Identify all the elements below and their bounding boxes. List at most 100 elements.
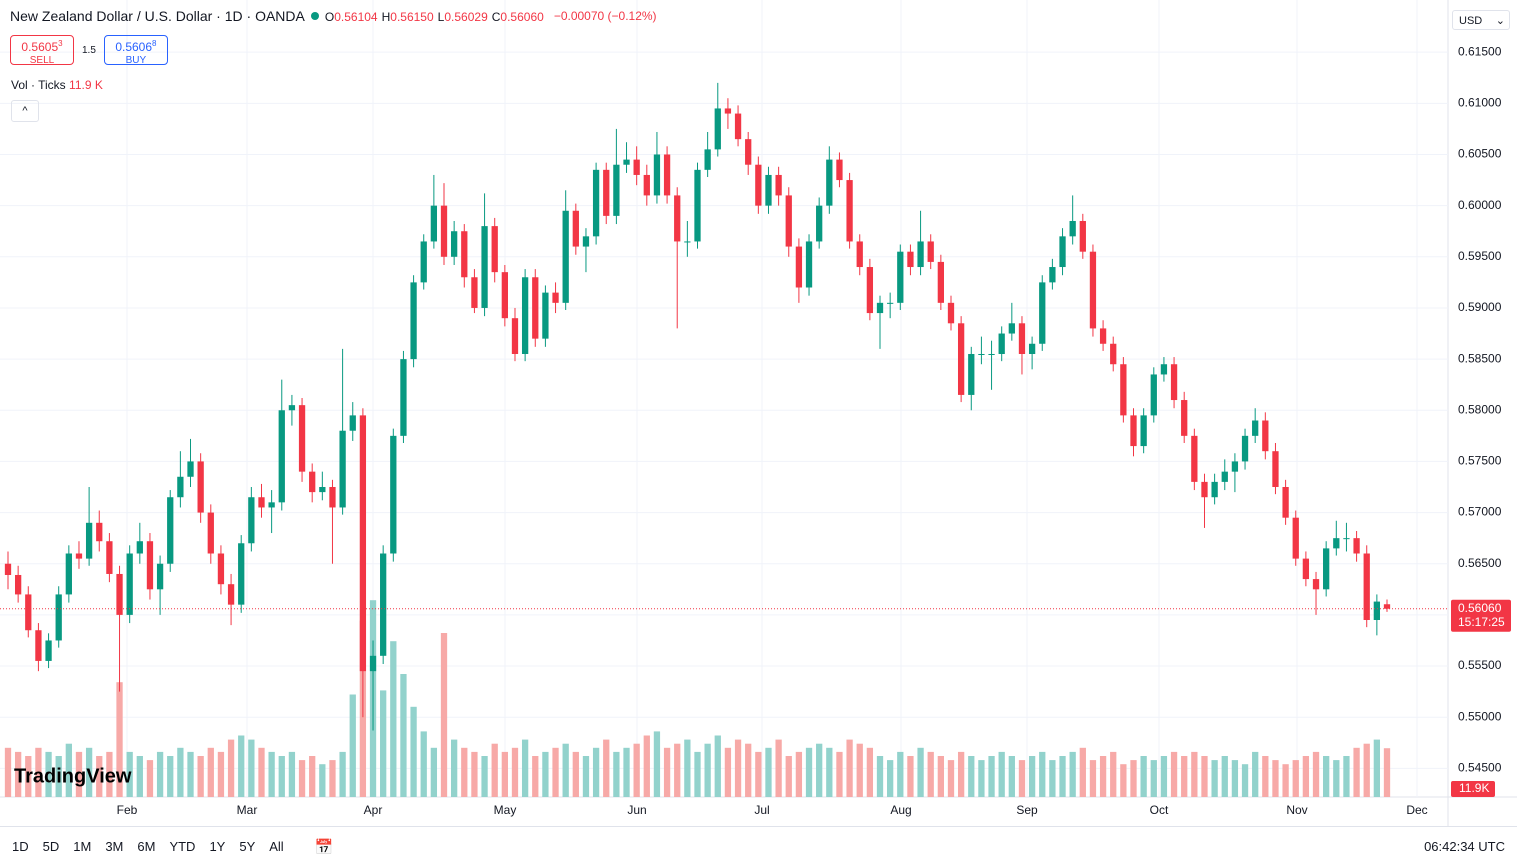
range-button[interactable]: 3M [105,839,124,854]
volume-bar [1282,764,1289,797]
volume-bar [684,739,691,797]
candle-body [349,415,356,431]
candle-body [329,486,336,508]
volume-bar [1333,760,1340,797]
range-button[interactable]: YTD [169,839,196,854]
x-tick-label: Nov [1286,803,1307,817]
volume-bar [390,641,397,797]
ohlc-key: L [437,10,445,24]
x-tick-label: Jul [754,803,769,817]
volume-bar [380,690,387,797]
volume-bar [146,760,154,797]
volume-bar [4,747,12,797]
candle-body [451,231,458,257]
buy-button[interactable]: 0.56068 BUY [103,35,168,66]
candle-body [694,169,701,242]
volume-bar [957,751,965,797]
date-range-button[interactable]: 📅 [314,838,334,856]
candle-body [663,154,671,196]
candle-body [126,553,133,615]
logo: TradingView [14,765,132,787]
volume-bar [623,747,630,797]
y-tick-label: 0.60000 [1458,198,1502,212]
volume-bar [420,731,427,797]
volume-bar [562,743,569,797]
candle-body [755,164,762,206]
buy-price: 0.5606 [115,40,153,54]
volume-bar [1252,751,1259,797]
candle-body [248,497,255,544]
x-tick-label: Feb [117,803,138,817]
range-button[interactable]: 1D [12,839,29,854]
volume-bar [552,747,559,797]
volume-bar [603,739,610,797]
candle-body [887,302,894,304]
candle-body [319,486,326,493]
currency: USD [1459,15,1483,27]
volume-bar [694,751,701,797]
volume-bar [278,756,285,797]
candle-body [1039,282,1046,344]
volume-bar [451,739,458,797]
trade-panel: 0.56053 SELL 1.5 0.56068 BUY [10,35,168,66]
volume-bar [248,739,255,797]
range-button[interactable]: 5D [42,839,60,854]
volume-bar [1272,760,1279,797]
range-button[interactable]: 6M [137,839,156,854]
volume-bar [542,751,549,797]
volume-bar [1099,756,1107,797]
volume-bar [1069,751,1076,797]
range-button[interactable]: 1Y [209,839,226,854]
candle-body [1373,601,1381,621]
candle-body [1059,236,1066,268]
candle-body [1201,481,1208,498]
sell-price: 0.5605 [21,40,59,54]
volume-bar [65,743,72,797]
chart: 0.545000.550000.555000.560000.565000.570… [0,0,1517,826]
candle-body [1008,323,1015,334]
range-button[interactable]: 1M [73,839,92,854]
candle-body [471,277,478,308]
candle-body [14,574,22,595]
candle-body [562,210,569,303]
volume-bar [298,760,306,797]
candle-body [1383,604,1391,609]
candle-body [380,553,387,656]
currency-select[interactable]: USD ⌄ [1452,10,1510,30]
ohlc-key: O [324,10,335,24]
candle-body [481,226,488,308]
volume-bar [1343,756,1350,797]
volume-bar [1150,760,1157,797]
candle-body [1130,415,1137,447]
candle-body [1353,538,1360,554]
candle-body [1343,538,1350,540]
volume-bar [846,739,853,797]
range-button[interactable]: All [269,839,284,854]
candle-body [714,108,721,150]
candle-body [1170,364,1178,401]
volume-bar [826,747,833,797]
candle-body [866,267,874,314]
symbol-header: New Zealand Dollar / U.S. Dollar · 1D · … [10,8,657,24]
range-button[interactable]: 5Y [239,839,256,854]
volume-bar [1140,756,1147,797]
candle-body [25,594,32,631]
candle-body [400,359,407,436]
volume-bar [197,756,204,797]
volume-bar [471,751,478,797]
x-tick-label: Aug [890,803,911,817]
volume-bar [1039,751,1046,797]
sell-button[interactable]: 0.56053 SELL [10,35,74,66]
volume-bar [136,756,143,797]
volume-bar [238,735,245,797]
candle-body [1099,328,1107,344]
volume-bar [511,747,519,797]
y-tick-label: 0.59000 [1458,300,1502,314]
collapse-button[interactable]: ^ [11,100,39,122]
candle-body [684,241,691,243]
candle-body [785,195,792,247]
volume-bar [1231,760,1239,797]
volume-bar [633,743,640,797]
candle-body [359,415,367,672]
